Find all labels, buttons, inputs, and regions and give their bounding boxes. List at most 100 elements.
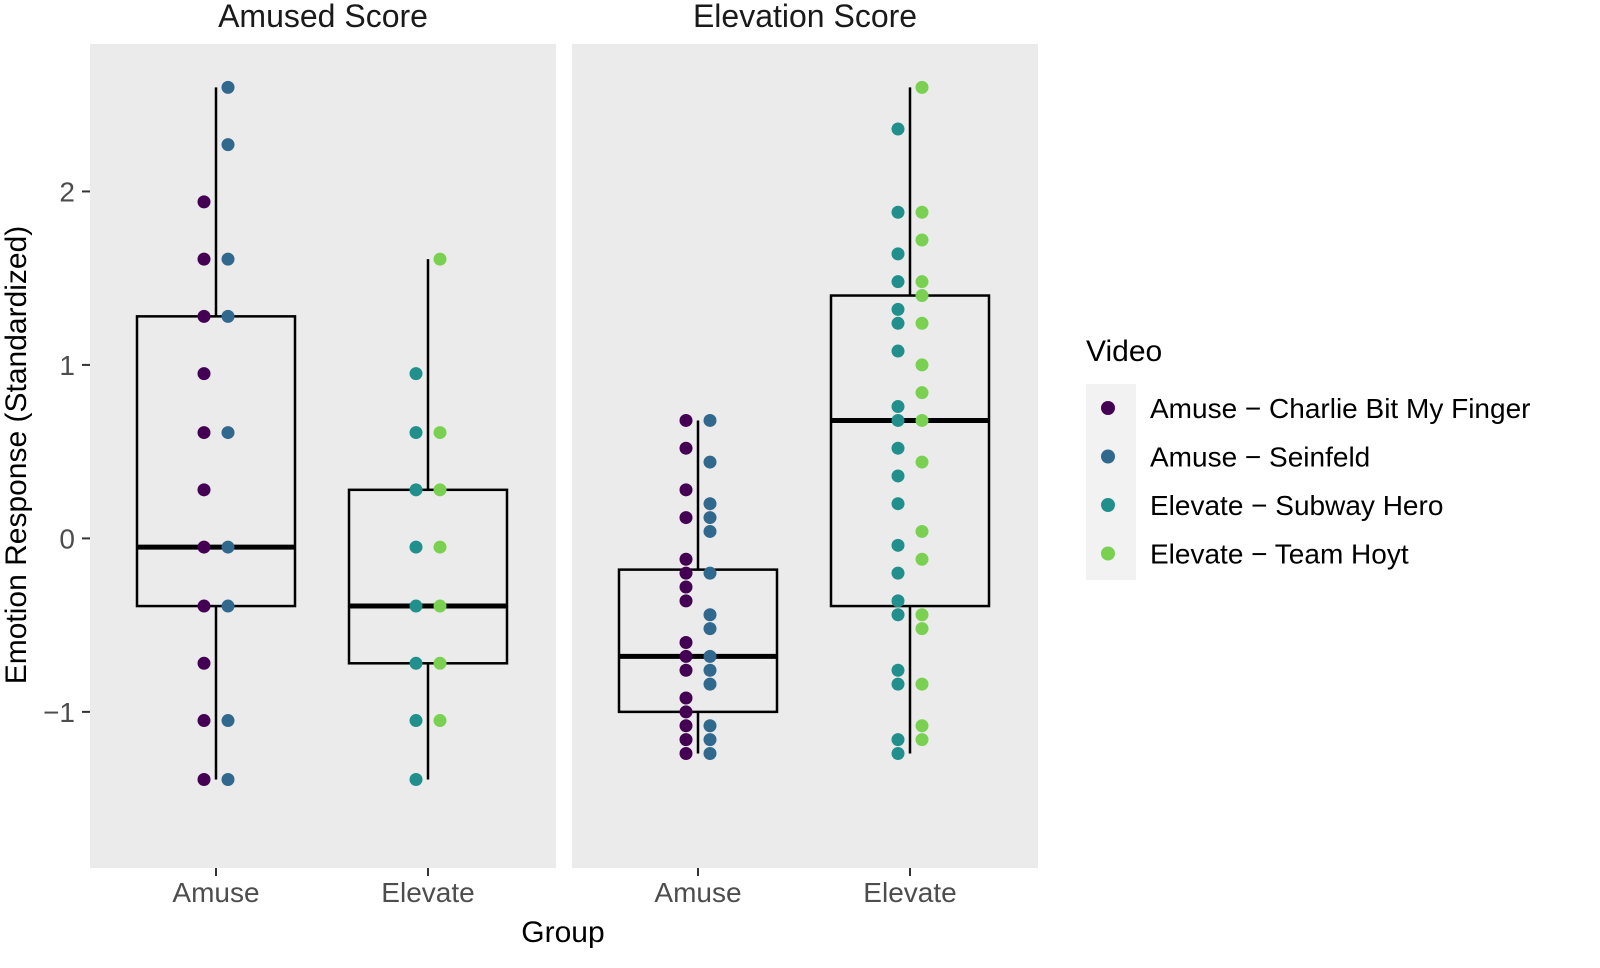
- data-point: [915, 524, 929, 538]
- data-point: [679, 413, 693, 427]
- legend-key-dot: [1101, 401, 1115, 415]
- data-point: [433, 714, 447, 728]
- data-point: [891, 538, 905, 552]
- data-point: [679, 594, 693, 608]
- legend-key-dot: [1101, 449, 1115, 464]
- data-point: [891, 247, 905, 261]
- data-point: [915, 455, 929, 469]
- data-point: [409, 426, 423, 440]
- legend-key-dot: [1101, 546, 1115, 561]
- data-point: [703, 747, 717, 761]
- data-point: [197, 714, 211, 728]
- data-point: [891, 122, 905, 136]
- data-point: [679, 511, 693, 525]
- data-point: [197, 656, 211, 670]
- data-point: [891, 663, 905, 677]
- data-point: [891, 302, 905, 316]
- boxplot-group: [135, 80, 297, 787]
- panel-title: Amused Score: [218, 0, 428, 34]
- data-point: [197, 367, 211, 381]
- data-point: [891, 413, 905, 427]
- data-point: [703, 497, 717, 511]
- data-point: [679, 649, 693, 663]
- data-point: [433, 252, 447, 266]
- data-point: [433, 426, 447, 440]
- data-point: [891, 747, 905, 761]
- data-point: [703, 608, 717, 622]
- data-point: [679, 719, 693, 733]
- data-point: [891, 677, 905, 691]
- data-point: [221, 80, 235, 94]
- y-tick-label: −1: [43, 697, 75, 728]
- data-point: [891, 566, 905, 580]
- data-point: [197, 540, 211, 554]
- x-tick-label: Elevate: [863, 877, 956, 908]
- data-point: [197, 195, 211, 209]
- data-point: [409, 367, 423, 381]
- data-point: [891, 400, 905, 414]
- data-point: [703, 622, 717, 636]
- legend: Video Amuse − Charlie Bit My FingerAmuse…: [1086, 335, 1530, 580]
- data-point: [679, 663, 693, 677]
- x-tick-label: Elevate: [381, 877, 474, 908]
- data-point: [915, 552, 929, 566]
- data-point: [197, 309, 211, 323]
- data-point: [221, 252, 235, 266]
- data-point: [891, 608, 905, 622]
- y-axis: −1 0 1 2: [43, 176, 90, 728]
- data-point: [197, 252, 211, 266]
- data-point: [915, 386, 929, 400]
- box: [135, 315, 297, 608]
- data-point: [915, 233, 929, 247]
- box: [829, 294, 991, 608]
- panel-background: [572, 44, 1038, 868]
- data-point: [221, 599, 235, 613]
- data-point: [433, 656, 447, 670]
- legend-label: Elevate − Team Hoyt: [1150, 539, 1409, 570]
- data-point: [915, 275, 929, 289]
- data-point: [703, 455, 717, 469]
- legend-label: Elevate − Subway Hero: [1150, 490, 1443, 521]
- data-point: [703, 524, 717, 538]
- data-point: [679, 705, 693, 719]
- data-point: [433, 599, 447, 613]
- data-point: [891, 316, 905, 330]
- data-point: [409, 540, 423, 554]
- data-point: [679, 733, 693, 747]
- x-tick-label: Amuse: [172, 877, 259, 908]
- data-point: [915, 719, 929, 733]
- data-point: [679, 483, 693, 497]
- data-point: [197, 483, 211, 497]
- box: [347, 488, 509, 665]
- data-point: [891, 469, 905, 483]
- y-tick-label: 1: [59, 350, 75, 381]
- data-point: [679, 691, 693, 705]
- panel-background: [90, 44, 556, 868]
- data-point: [891, 344, 905, 358]
- data-point: [703, 663, 717, 677]
- data-point: [891, 205, 905, 219]
- data-point: [221, 309, 235, 323]
- boxplot-group: [617, 413, 779, 761]
- data-point: [197, 426, 211, 440]
- data-point: [409, 656, 423, 670]
- data-point: [221, 426, 235, 440]
- panel-2: Elevation Score Amuse Elevate: [572, 0, 1038, 908]
- data-point: [221, 714, 235, 728]
- data-point: [409, 483, 423, 497]
- data-point: [703, 566, 717, 580]
- boxplot-group: [829, 80, 991, 761]
- data-point: [409, 599, 423, 613]
- data-point: [703, 733, 717, 747]
- data-point: [703, 677, 717, 691]
- data-point: [891, 497, 905, 511]
- data-point: [915, 608, 929, 622]
- data-point: [703, 719, 717, 733]
- boxplot-group: [347, 252, 509, 787]
- data-point: [915, 80, 929, 94]
- legend-label: Amuse − Seinfeld: [1150, 442, 1370, 473]
- data-point: [197, 599, 211, 613]
- data-point: [703, 413, 717, 427]
- data-point: [221, 773, 235, 787]
